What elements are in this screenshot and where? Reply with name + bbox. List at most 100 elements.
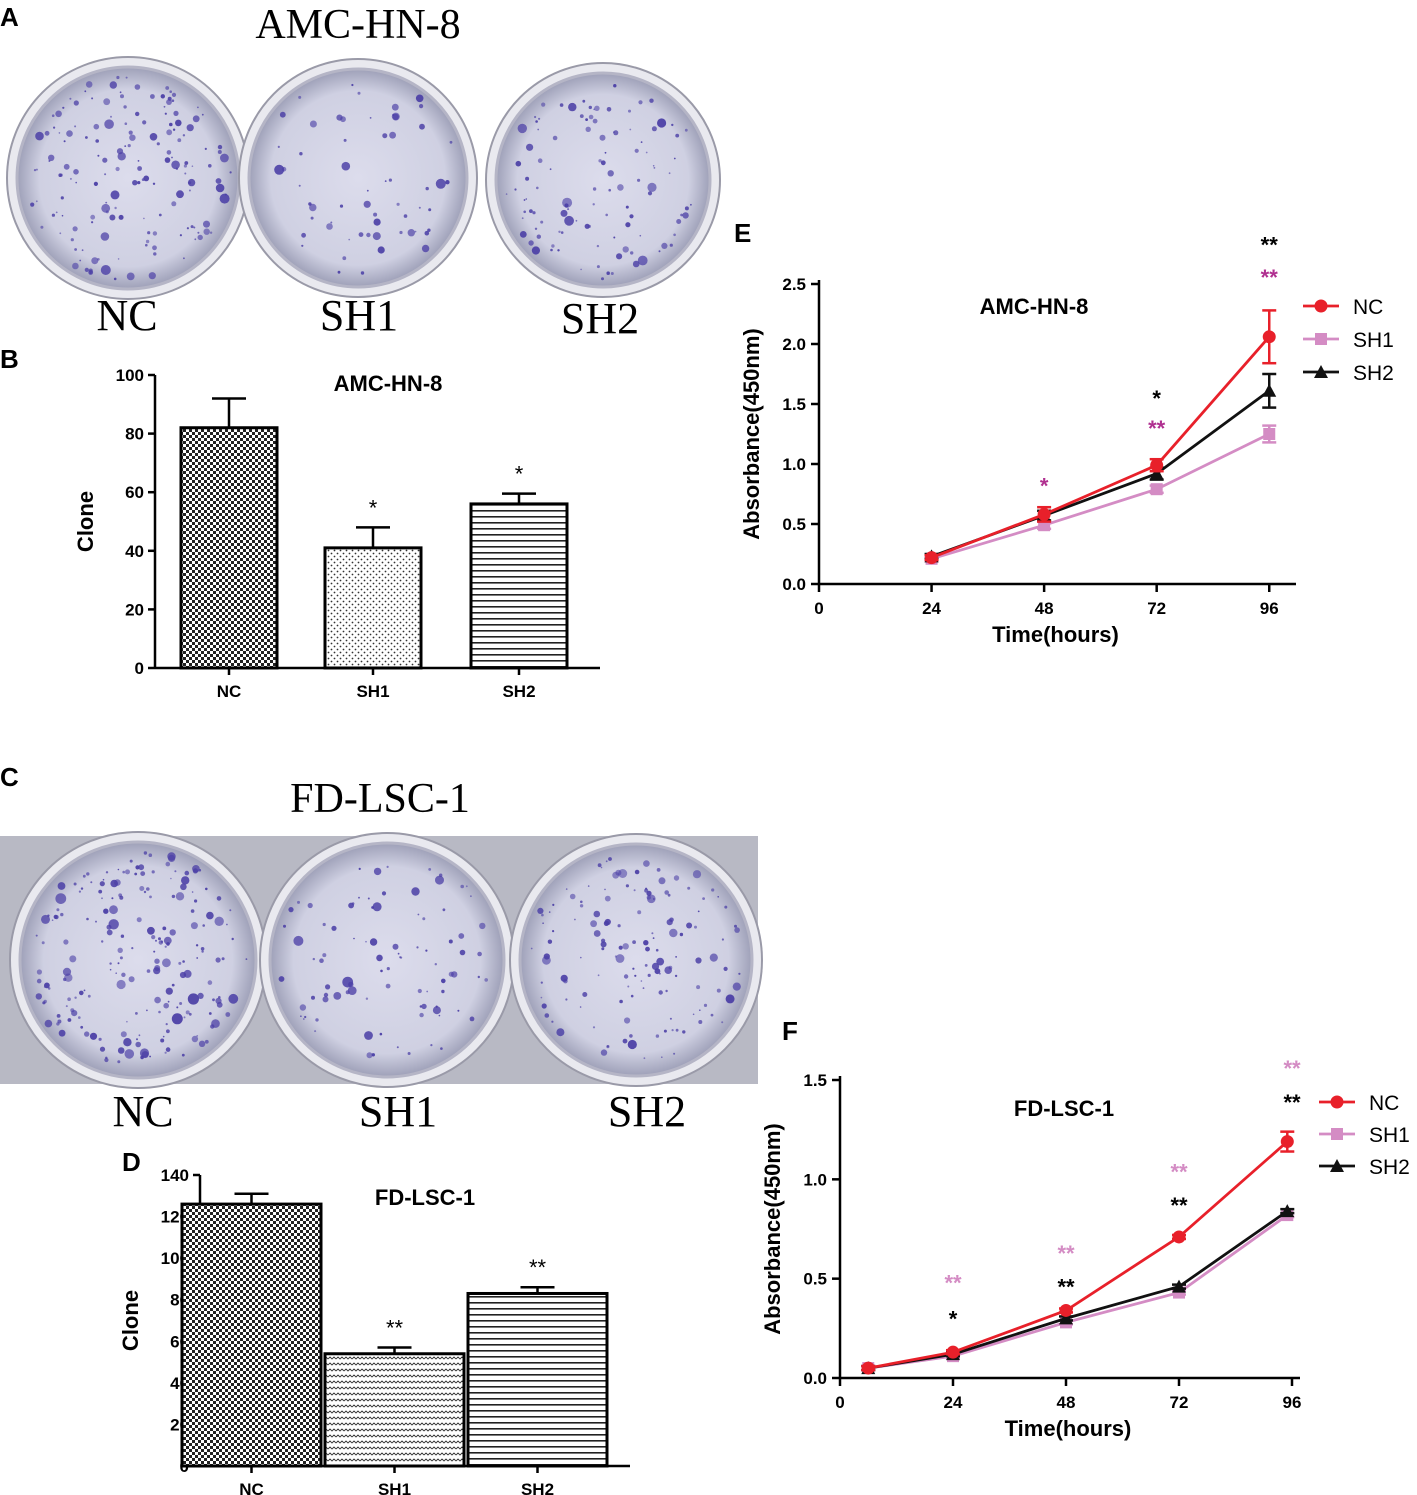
dish-c-nc-colony (146, 1009, 148, 1012)
dish-c-sh2-colony (651, 962, 660, 971)
dish-label-a-nc: NC (96, 291, 157, 340)
dish-a-nc-colony (51, 114, 55, 117)
dish-a-nc-colony (208, 164, 212, 168)
dish-c-sh2-colony (661, 1056, 663, 1058)
dish-c-nc-colony (115, 972, 117, 974)
significance-label: ** (944, 1271, 962, 1296)
dish-a-sh2-colony (538, 117, 541, 120)
x-tick-label: NC (239, 1480, 264, 1495)
dish-c-nc-colony (245, 958, 248, 960)
dish-a-nc-colony (91, 257, 99, 265)
dish-a-nc-colony (190, 225, 194, 229)
dish-c-sh1-colony (439, 873, 443, 877)
data-point-triangle (1314, 365, 1328, 378)
dish-c-sh1-colony (322, 996, 329, 1003)
x-tick-label: SH1 (356, 682, 389, 701)
dish-a-sh2-colony (505, 193, 508, 195)
y-tick-label: 0 (135, 659, 144, 678)
dish-a-sh1-colony (373, 212, 378, 217)
x-tick-label: 96 (1260, 599, 1279, 618)
dish-c-nc-colony (57, 1019, 62, 1024)
dish-a-sh2-colony (675, 133, 680, 138)
dish-a-sh2-colony (585, 126, 591, 132)
dish-c-sh1-colony (364, 1031, 373, 1040)
dish-a-sh2-colony (639, 234, 642, 237)
dish-c-sh2-colony (551, 1020, 554, 1023)
dish-c-nc-colony (136, 917, 142, 923)
dish-c-nc-colony (102, 878, 105, 881)
dish-c-sh1-colony (459, 949, 466, 956)
dish-c-sh1-colony (380, 969, 383, 973)
dish-c-sh2-colony (698, 1020, 703, 1024)
dish-a-nc-colony (150, 94, 155, 99)
dish-c-nc-colony (114, 879, 121, 886)
dish-c-nc-colony (78, 1016, 81, 1019)
dish-a-nc-colony (35, 131, 44, 141)
dish-c-nc-colony (194, 899, 198, 903)
dish-a-nc-colony (60, 196, 64, 200)
dish-c-sh2-colony (710, 1013, 714, 1017)
dish-a-sh2-colony (541, 102, 546, 107)
panel-a: A AMC-HN-8 NC SH1 SH2 (0, 2, 721, 343)
dish-c-sh2-colony (673, 875, 680, 881)
panel-letter-e: E (734, 218, 751, 248)
dish-a-sh1-colony (342, 256, 347, 261)
dish-c-sh2-colony (654, 968, 661, 975)
dish-c-nc-colony (62, 977, 67, 982)
dish-c-sh1-colony (371, 906, 374, 909)
dish-a-nc-colony (72, 262, 79, 270)
dish-c-sh1-colony (366, 1052, 373, 1059)
dish-a-sh2-colony (645, 151, 648, 154)
dish-a-sh2-colony (684, 206, 689, 211)
dish-c-nc-colony (182, 960, 185, 963)
dish-c-nc-colony (54, 915, 59, 920)
dish-c-nc-colony (56, 1014, 61, 1018)
dish-c-nc-colony (67, 997, 71, 1001)
dish-a-nc-colony (103, 98, 111, 106)
data-point-square (1263, 428, 1276, 440)
dish-c-nc-colony (101, 940, 104, 943)
dish-a-sh2-colony (536, 186, 539, 190)
dish-a-sh2-colony (588, 105, 592, 110)
dish-c-sh2-colony (601, 947, 605, 951)
dish-c-sh2-colony (625, 884, 630, 888)
dish-a-nc-colony (132, 180, 138, 186)
dish-c-sh1-colony (419, 1005, 422, 1008)
dish-a-sh2-colony (560, 209, 568, 217)
dish-c-nc-colony (201, 950, 204, 953)
significance-label: ** (386, 1316, 404, 1341)
dish-a-nc-colony (69, 97, 72, 100)
dish-c-sh2-colony (629, 1034, 633, 1038)
dish-c-sh2-colony (540, 996, 543, 999)
dish-c-nc-colony (146, 969, 151, 973)
dish-a-nc-colony (35, 200, 38, 203)
dish-c-sh1-colony (484, 978, 489, 982)
dish-a-nc-colony (69, 177, 72, 180)
dish-a-sh1-colony (403, 214, 408, 218)
dish-a-nc-colony (113, 277, 117, 281)
dish-a-nc-colony (72, 226, 78, 232)
dish-a-nc-colony (100, 232, 110, 241)
dish-c-nc-colony (215, 957, 221, 963)
dish-a-nc-colony (201, 113, 204, 116)
dish-c-sh1-colony (372, 902, 382, 912)
dish-a-sh2-colony (549, 168, 552, 171)
significance-label: * (1152, 386, 1161, 411)
dish-c-sh2-colony (624, 1017, 631, 1024)
dish-c-sh2-colony (592, 1026, 596, 1029)
dish-c-sh1-colony (386, 865, 389, 869)
dish-c-nc-colony (198, 1040, 206, 1048)
dish-c-nc-colony (80, 887, 84, 890)
dish-a-sh2-colony (534, 115, 537, 119)
dish-a-sh1-colony (445, 180, 450, 185)
dish-a-nc-colony (128, 130, 133, 135)
dish-a-sh2-colony (617, 184, 624, 191)
dish-a-sh2-colony (580, 268, 582, 271)
dish-c-nc-colony (197, 992, 204, 1000)
dish-c-sh2-colony (671, 1029, 674, 1032)
data-point-circle (1059, 1303, 1073, 1317)
dish-a-sh1-colony (373, 218, 381, 226)
dish-c-nc-colony (176, 1006, 179, 1009)
dish-c-sh2-colony (738, 972, 741, 975)
panel-letter-c: C (0, 762, 19, 792)
